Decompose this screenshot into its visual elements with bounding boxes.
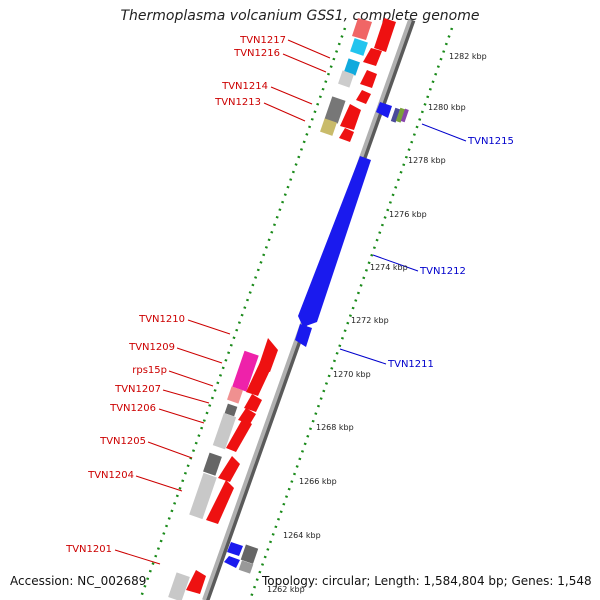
gene-label[interactable]: TVN1204 [87, 470, 134, 481]
gene-block[interactable] [339, 128, 354, 142]
gene-block[interactable] [356, 90, 371, 104]
kbp-tick-label: 1266 kbp [299, 477, 337, 486]
gene-block[interactable] [246, 358, 272, 396]
forward-genes [186, 18, 396, 594]
gene-block[interactable] [338, 70, 354, 88]
gene-block[interactable] [203, 452, 222, 476]
leader-line [135, 475, 183, 492]
gene-label[interactable]: TVN1211 [387, 359, 434, 370]
inner-band-genes [168, 38, 368, 600]
gene-block[interactable] [324, 96, 346, 124]
gene-block[interactable] [390, 107, 401, 123]
leader-line [158, 408, 205, 424]
leader-line [263, 102, 306, 122]
gene-label[interactable]: TVN1210 [138, 314, 185, 325]
gene-block[interactable] [168, 572, 190, 600]
gene-block[interactable] [206, 480, 234, 524]
gene-label[interactable]: TVN1213 [214, 97, 261, 108]
leader-line [339, 348, 387, 365]
forward-gene-labels: TVN1217 TVN1216 TVN1214 TVN1213 TVN1210 … [65, 35, 286, 555]
gene-block[interactable] [320, 118, 337, 136]
gene-block[interactable] [189, 472, 217, 520]
accession-label: Accession: NC_002689 [10, 574, 147, 588]
gene-label[interactable]: TVN1206 [109, 403, 156, 414]
gene-block[interactable] [295, 324, 312, 347]
gene-block[interactable] [298, 156, 371, 327]
gene-block[interactable] [395, 107, 406, 123]
kbp-tick-label: 1272 kbp [351, 316, 389, 325]
kbp-tick-label: 1282 kbp [449, 52, 487, 61]
leader-line [114, 549, 161, 565]
leader-line [282, 53, 327, 73]
gene-block[interactable] [238, 560, 254, 574]
gene-label[interactable]: TVN1216 [233, 48, 280, 59]
gene-block[interactable] [232, 350, 259, 392]
kbp-tick-label: 1280 kbp [428, 103, 466, 112]
kbp-tick-label: 1276 kbp [389, 210, 427, 219]
kbp-tick-label: 1264 kbp [283, 531, 321, 540]
gene-label[interactable]: TVN1205 [99, 436, 146, 447]
gene-block[interactable] [240, 544, 259, 564]
gene-label[interactable]: TVN1214 [221, 81, 268, 92]
gene-block[interactable] [244, 394, 262, 412]
gene-label[interactable]: TVN1215 [467, 136, 514, 147]
kbp-tick-label: 1262 kbp [267, 585, 305, 594]
gene-block[interactable] [212, 412, 237, 450]
leader-line [421, 123, 467, 142]
leader-line [187, 319, 231, 335]
gene-block[interactable] [350, 38, 368, 56]
outer-ruler [248, 27, 454, 600]
leader-line [372, 254, 419, 272]
kbp-tick-label: 1278 kbp [408, 156, 446, 165]
gene-label[interactable]: TVN1209 [128, 342, 175, 353]
topology-label: Topology: circular; Length: 1,584,804 bp… [262, 574, 592, 588]
forward-leaders [114, 39, 331, 565]
gene-label[interactable]: TVN1201 [65, 544, 112, 555]
gene-label[interactable]: rps15p [132, 365, 167, 376]
leader-line [270, 86, 313, 105]
leader-line [168, 370, 214, 387]
leader-line [176, 347, 223, 364]
gene-label[interactable]: TVN1217 [239, 35, 286, 46]
gene-block[interactable] [340, 104, 361, 130]
leader-line [162, 389, 210, 404]
gene-block[interactable] [218, 456, 240, 482]
reverse-gene-labels: TVN1215 TVN1212 TVN1211 [387, 136, 514, 370]
gene-block[interactable] [360, 70, 377, 88]
leader-line [147, 441, 193, 459]
kbp-tick-label: 1270 kbp [333, 370, 371, 379]
gene-block[interactable] [224, 403, 238, 417]
kbp-ticks: 1282 kbp 1280 kbp 1278 kbp 1276 kbp 1274… [267, 52, 487, 594]
gene-block[interactable] [376, 102, 392, 118]
gene-block[interactable] [374, 18, 396, 52]
gene-block[interactable] [344, 58, 360, 76]
gene-block[interactable] [363, 48, 382, 66]
gene-block[interactable] [227, 542, 243, 556]
kbp-tick-label: 1274 kbp [370, 263, 408, 272]
reverse-leaders [339, 123, 467, 365]
gene-block[interactable] [400, 108, 409, 123]
gene-block[interactable] [226, 418, 252, 452]
gene-block[interactable] [224, 556, 240, 568]
gene-block[interactable] [186, 570, 206, 594]
gene-block[interactable] [352, 18, 372, 40]
kbp-tick-label: 1268 kbp [316, 423, 354, 432]
gene-label[interactable]: TVN1212 [419, 266, 466, 277]
leader-line [287, 39, 331, 59]
gene-label[interactable]: TVN1207 [114, 384, 161, 395]
gene-block[interactable] [227, 386, 243, 404]
